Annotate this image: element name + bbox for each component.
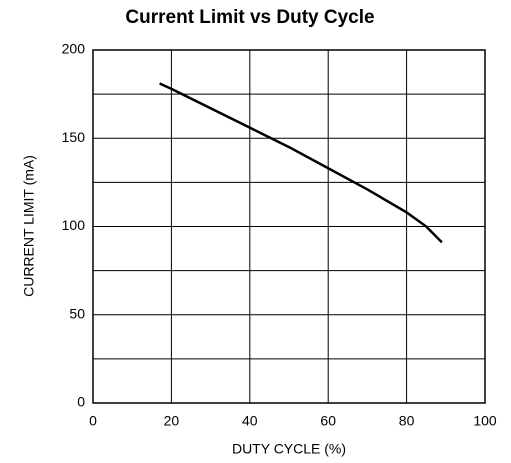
y-tick-label: 100 (62, 217, 86, 233)
x-tick-label: 20 (164, 413, 180, 429)
y-tick-label: 50 (69, 305, 85, 321)
data-line (159, 82, 443, 244)
y-tick-label: 150 (62, 129, 86, 145)
x-tick-label: 0 (89, 413, 97, 429)
x-tick-label: 100 (473, 413, 497, 429)
y-tick-label: 0 (77, 394, 85, 410)
chart-title: Current Limit vs Duty Cycle (125, 7, 374, 28)
x-tick-label: 80 (399, 413, 415, 429)
x-tick-label: 60 (320, 413, 336, 429)
y-axis-label: CURRENT LIMIT (mA) (21, 155, 37, 297)
x-tick-label: 40 (242, 413, 258, 429)
x-axis-label: DUTY CYCLE (%) (232, 441, 346, 457)
y-tick-label: 200 (62, 41, 86, 57)
